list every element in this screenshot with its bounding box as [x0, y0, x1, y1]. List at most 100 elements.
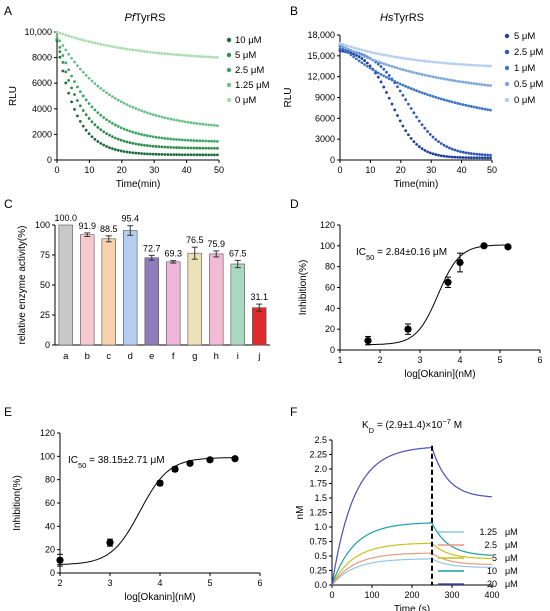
panel-letter: F	[290, 405, 297, 419]
data-point	[180, 146, 184, 150]
legend-marker	[504, 65, 510, 71]
ic50-annotation-part: 50	[78, 461, 86, 470]
data-label: 69.3	[164, 249, 182, 259]
data-point	[404, 57, 408, 61]
data-point	[456, 149, 460, 153]
y-tick-label: 20	[325, 324, 335, 334]
legend-marker	[504, 81, 510, 87]
data-point	[379, 65, 383, 68]
data-point	[393, 65, 397, 69]
data-point	[201, 139, 205, 143]
data-point	[116, 98, 120, 102]
data-point	[489, 156, 492, 160]
legend-label: 0.5 μM	[514, 79, 543, 90]
data-point	[204, 123, 208, 126]
data-point	[398, 89, 402, 93]
data-point	[143, 143, 146, 147]
data-point	[456, 258, 464, 267]
legend-unit: μM	[505, 540, 518, 550]
data-point	[116, 125, 120, 128]
data-point	[475, 156, 479, 160]
data-label: 76.5	[186, 235, 204, 245]
data-point	[385, 70, 388, 74]
data-point	[198, 122, 202, 126]
data-point	[404, 129, 408, 132]
data-point	[398, 119, 402, 123]
data-point	[116, 148, 120, 152]
data-point	[349, 53, 353, 57]
data-point	[151, 144, 155, 148]
legend-unit: μM	[505, 566, 518, 576]
data-point	[160, 153, 164, 156]
y-tick-label: 100	[320, 241, 335, 251]
y-tick-label: 80	[45, 475, 55, 485]
x-tick-label: 20	[396, 165, 406, 175]
data-point	[374, 51, 377, 55]
data-point	[70, 100, 73, 104]
data-point	[382, 67, 386, 71]
data-point	[396, 66, 399, 70]
data-point	[420, 73, 424, 76]
data-point	[448, 146, 451, 150]
x-tick-label: 6	[537, 355, 542, 365]
data-point	[67, 91, 71, 95]
data-point	[122, 127, 126, 131]
data-point	[409, 70, 413, 74]
kd-annotation-part: −7	[442, 417, 451, 426]
data-point	[480, 64, 484, 68]
data-point	[84, 98, 88, 102]
data-point	[105, 118, 108, 122]
x-tick-label: i	[237, 351, 239, 362]
data-point	[458, 102, 462, 106]
legend-label: 1.25	[479, 527, 497, 537]
data-point	[87, 132, 91, 136]
data-point	[450, 147, 454, 151]
data-point	[439, 97, 443, 101]
data-point	[189, 121, 193, 125]
data-point	[213, 146, 216, 150]
data-point	[151, 113, 155, 117]
data-point	[407, 102, 410, 106]
data-point	[428, 94, 432, 97]
data-point	[125, 128, 129, 132]
data-point	[390, 78, 394, 82]
data-point	[93, 108, 97, 112]
legend-marker	[226, 97, 232, 103]
y-axis-label: nM	[295, 506, 306, 520]
data-point	[198, 54, 202, 58]
data-point	[458, 150, 462, 153]
data-point	[379, 52, 383, 56]
data-point	[360, 48, 364, 52]
data-point	[76, 64, 79, 68]
data-point	[207, 139, 211, 143]
data-point	[160, 51, 164, 55]
data-point	[480, 107, 484, 111]
data-point	[382, 85, 386, 89]
data-label: 91.9	[78, 221, 96, 231]
x-tick-label: 0	[329, 590, 334, 600]
data-point	[204, 146, 208, 150]
data-point	[472, 63, 476, 67]
data-point	[70, 74, 73, 78]
data-point	[204, 55, 208, 59]
data-point	[192, 146, 196, 150]
data-point	[195, 54, 199, 58]
data-point	[393, 55, 397, 59]
data-point	[355, 57, 358, 61]
chart-title: HsTyrRS	[380, 12, 424, 24]
fit-curve	[57, 457, 238, 565]
data-point	[195, 153, 199, 157]
series-1.25 μM	[55, 34, 219, 128]
data-point	[99, 42, 103, 46]
y-tick-label: 1.75	[309, 479, 327, 489]
data-point	[116, 137, 120, 141]
data-point	[426, 74, 429, 78]
data-point	[169, 145, 173, 149]
data-point	[489, 108, 492, 112]
data-point	[387, 64, 391, 67]
data-point	[61, 60, 65, 64]
legend-unit: μM	[505, 579, 518, 589]
data-point	[119, 46, 123, 50]
legend-label: 20	[487, 579, 497, 589]
data-point	[195, 139, 199, 143]
